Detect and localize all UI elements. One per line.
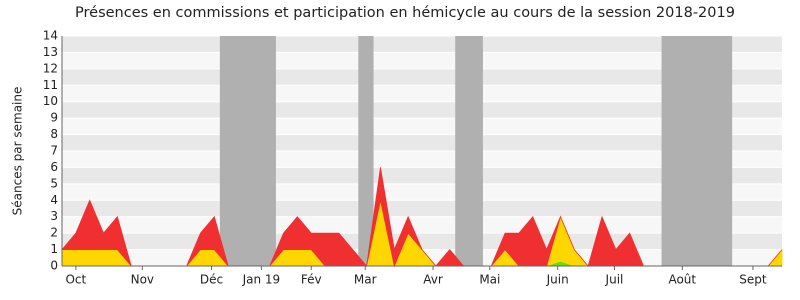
y-tick-label: 6	[50, 160, 58, 174]
x-tick-label: Août	[668, 273, 696, 287]
x-tick-label: Déc	[200, 273, 223, 287]
x-tick-label: Mar	[354, 273, 377, 287]
y-tick-label: 14	[43, 29, 58, 43]
x-tick-label: Nov	[131, 273, 154, 287]
x-tick-label: Sept	[739, 273, 767, 287]
x-tick-label: Jan 19	[242, 273, 281, 287]
y-tick-label: 7	[50, 144, 58, 158]
y-tick-label: 10	[43, 94, 58, 108]
y-tick-label: 0	[50, 259, 58, 273]
y-tick-label: 13	[43, 45, 58, 59]
y-tick-label: 2	[50, 226, 58, 240]
y-tick-label: 8	[50, 127, 58, 141]
vacation-band	[219, 36, 276, 266]
y-tick-label: 9	[50, 111, 58, 125]
x-tick-label: Avr	[423, 273, 443, 287]
area	[61, 167, 783, 268]
y-tick-label: 1	[50, 242, 58, 256]
y-tick-label: 11	[43, 78, 58, 92]
vacation-band	[455, 36, 483, 266]
vacation-band	[661, 36, 733, 266]
y-tick-label: 4	[50, 193, 58, 207]
x-tick-label: Mai	[479, 273, 500, 287]
y-axis-label: Séances par semaine	[11, 87, 25, 216]
x-tick-label: Oct	[65, 273, 86, 287]
y-tick-label: 3	[50, 209, 58, 223]
x-tick-label: Juil	[605, 273, 624, 287]
x-tick-label: Juin	[546, 273, 569, 287]
y-tick-label: 5	[50, 176, 58, 190]
vacation-band	[358, 36, 374, 266]
x-tick-label: Fév	[301, 273, 322, 287]
y-tick-label: 12	[43, 61, 58, 75]
chart-title: Présences en commissions et participatio…	[75, 5, 735, 21]
